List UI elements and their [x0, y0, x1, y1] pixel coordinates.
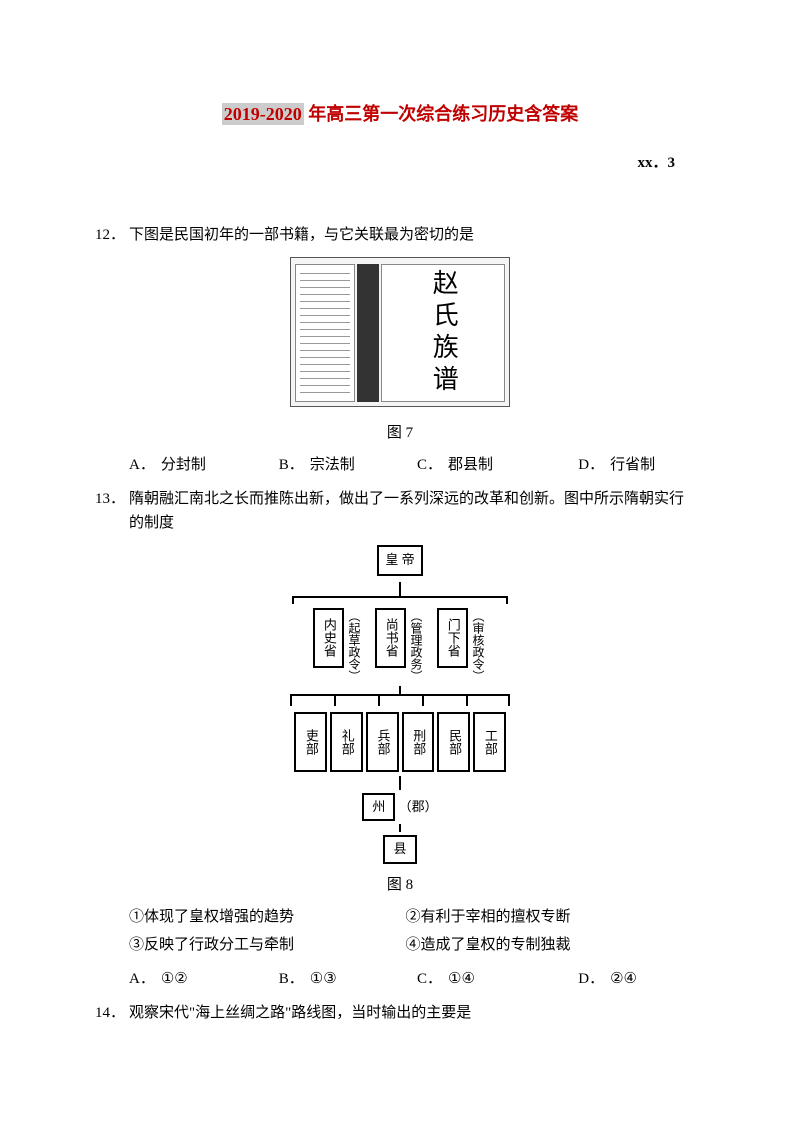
q12-number: 12． — [95, 223, 129, 247]
title-rest: 年高三第一次综合练习历史含答案 — [304, 104, 579, 124]
q13-s2: ②有利于宰相的擅权专断 — [405, 905, 681, 929]
q13-option-c[interactable]: C．①④ — [417, 967, 578, 991]
page-title: 2019-2020 年高三第一次综合练习历史含答案 — [95, 100, 705, 129]
q14-number: 14． — [95, 1001, 129, 1025]
q13-options: A．①② B．①③ C．①④ D．②④ — [129, 967, 705, 991]
org-xian: 县 — [383, 835, 416, 864]
date-line: xx．3 — [95, 151, 705, 175]
org-zhou: 州 — [362, 793, 395, 822]
q13-option-d[interactable]: D．②④ — [578, 967, 705, 991]
figure-8-org-chart: 皇 帝 内史省 （起草政令） 尚书省 （管理政务） 门下省 （ — [240, 545, 560, 867]
q13-statements: ①体现了皇权增强的趋势 ②有利于宰相的擅权专断 ③反映了行政分工与牵制 ④造成了… — [129, 905, 705, 961]
book-title-text: 赵氏族谱 — [425, 269, 461, 397]
q13-s3: ③反映了行政分工与牵制 — [129, 933, 405, 957]
org-jun-note: （郡） — [399, 799, 438, 814]
q12-option-d[interactable]: D．行省制 — [578, 453, 705, 477]
q12-option-c[interactable]: C．郡县制 — [417, 453, 578, 477]
q13-option-b[interactable]: B．①③ — [279, 967, 417, 991]
question-12: 12． 下图是民国初年的一部书籍，与它关联最为密切的是 赵氏族谱 图 7 A．分… — [95, 223, 705, 477]
question-14: 14． 观察宋代"海上丝绸之路"路线图，当时输出的主要是 — [95, 1001, 705, 1025]
figure-8-caption: 图 8 — [95, 873, 705, 897]
q13-s4: ④造成了皇权的专制独裁 — [405, 933, 681, 957]
figure-7-caption: 图 7 — [95, 421, 705, 445]
q12-options: A．分封制 B．宗法制 C．郡县制 D．行省制 — [129, 453, 705, 477]
q13-stem-line2: 的制度 — [129, 511, 705, 535]
title-years: 2019-2020 — [222, 103, 304, 125]
question-13: 13． 隋朝融汇南北之长而推陈出新，做出了一系列深远的改革和创新。图中所示隋朝实… — [95, 487, 705, 991]
q13-option-a[interactable]: A．①② — [129, 967, 279, 991]
q14-stem: 观察宋代"海上丝绸之路"路线图，当时输出的主要是 — [129, 1001, 705, 1025]
figure-7-book-image: 赵氏族谱 — [290, 257, 510, 407]
q12-stem: 下图是民国初年的一部书籍，与它关联最为密切的是 — [129, 223, 705, 247]
org-menxia: 门下省 （审核政令） — [437, 608, 487, 682]
q12-option-a[interactable]: A．分封制 — [129, 453, 279, 477]
org-neishi: 内史省 （起草政令） — [313, 608, 363, 682]
q13-stem-line1: 隋朝融汇南北之长而推陈出新，做出了一系列深远的改革和创新。图中所示隋朝实行 — [129, 491, 684, 507]
q12-option-b[interactable]: B．宗法制 — [279, 453, 417, 477]
q13-number: 13． — [95, 487, 129, 511]
org-emperor: 皇 帝 — [377, 545, 422, 576]
q13-s1: ①体现了皇权增强的趋势 — [129, 905, 405, 929]
org-six-ministries: 吏部 礼部 兵部 刑部 民部 工部 — [240, 712, 560, 772]
org-shangshu: 尚书省 （管理政务） — [375, 608, 425, 682]
